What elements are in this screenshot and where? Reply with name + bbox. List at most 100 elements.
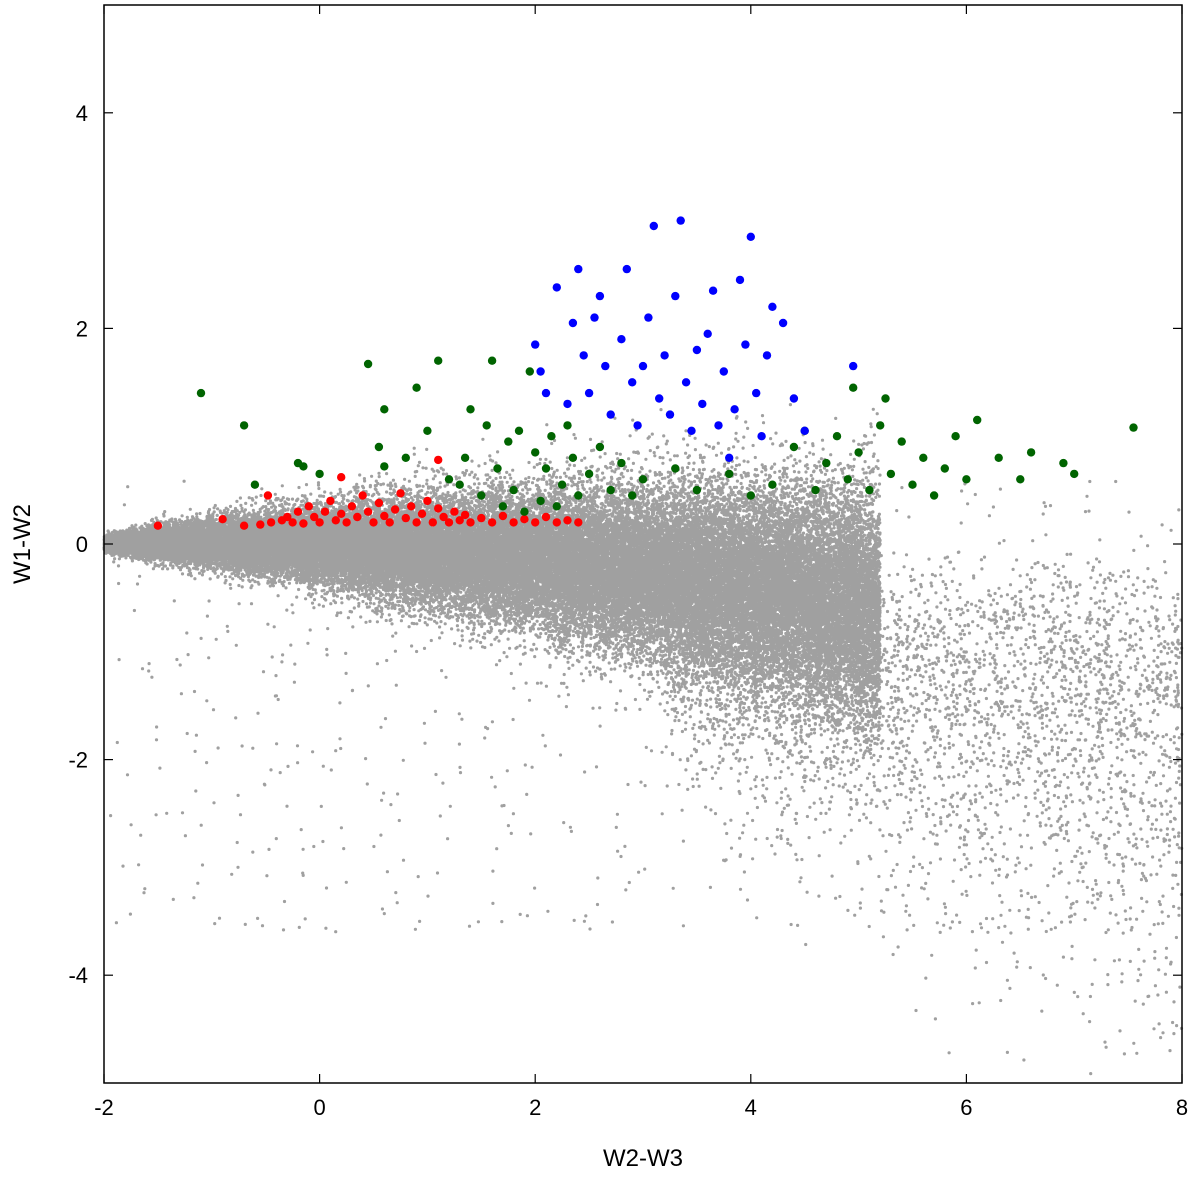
green-point [617,458,626,468]
blue-point [708,286,718,295]
red-point [218,515,227,524]
red-point [450,507,459,516]
red-point [153,521,163,530]
green-point [363,359,373,369]
blue-point [660,351,669,360]
green-point [1129,423,1138,432]
green-point [541,464,551,473]
blue-point [541,388,551,398]
red-point [434,504,443,513]
green-point [557,480,567,489]
green-point [239,421,249,430]
green-point [525,367,534,376]
green-point [504,437,513,446]
red-point [390,505,400,514]
blue-point [638,361,648,371]
blue-point [730,405,739,414]
y-tick-label: -4 [68,963,88,988]
blue-point [552,283,561,292]
green-point [638,475,648,484]
red-point [401,513,410,523]
green-point [973,415,982,425]
blue-point [698,399,707,409]
blue-point [649,221,658,231]
green-point [520,507,529,516]
blue-point [768,302,777,311]
green-point [876,421,885,430]
red-point [477,513,486,523]
green-point [584,469,594,479]
red-point [466,518,475,527]
red-point [531,518,540,527]
blue-point [735,275,745,285]
blue-point [762,351,772,360]
green-point [940,464,949,473]
green-point [444,475,454,484]
red-point [304,502,313,511]
green-point [455,480,464,489]
green-point [493,464,502,473]
blue-point [671,291,680,301]
green-point [1016,475,1025,484]
tick-labels: -2 0 2 4 6 8 -4 -2 0 2 4 [68,101,1188,1120]
blue-point [617,335,626,344]
red-point [417,509,427,518]
green-point [380,405,389,414]
blue-point [741,340,750,349]
green-point [951,432,960,441]
green-point [401,453,410,462]
green-point [380,462,389,471]
blue-point [681,378,691,387]
green-point [423,426,432,435]
blue-point [789,394,799,403]
green-point [514,426,524,435]
red-point [380,511,389,521]
green-point [595,442,605,452]
red-point [363,507,373,516]
green-point [746,491,755,500]
green-point [811,485,820,495]
green-point [908,480,917,489]
blue-point [628,378,637,387]
red-point [358,491,367,500]
blue-point [595,291,605,301]
red-point [337,473,346,482]
green-point [563,421,572,430]
red-point [412,518,421,527]
y-tick-label: 0 [76,532,88,557]
red-point [423,496,432,506]
blue-point [746,232,755,241]
red-point [342,518,351,527]
red-point [487,518,497,527]
green-point [849,383,858,392]
green-point [250,480,260,489]
y-tick-label: -2 [68,748,88,773]
green-point [552,502,561,511]
red-point [331,516,340,525]
background-population [102,403,1184,1076]
red-point [337,509,346,518]
green-point [897,437,906,446]
red-point [263,491,273,500]
blue-point [714,421,723,430]
blue-point [536,367,545,376]
green-point [881,394,890,403]
green-point [832,432,842,441]
x-tick-label: 4 [745,1095,757,1120]
red-point [385,518,394,527]
red-point [455,516,464,525]
green-point [854,448,863,457]
blue-point [752,388,761,398]
blue-point [590,313,599,322]
red-point [310,512,319,522]
blue-point [757,432,766,441]
green-point [962,475,971,484]
red-point [299,519,308,528]
green-point [466,405,475,414]
green-point [692,485,702,495]
red-point [266,518,276,527]
green-point [498,502,508,511]
background-points [102,403,1184,1076]
blue-point [574,264,583,274]
